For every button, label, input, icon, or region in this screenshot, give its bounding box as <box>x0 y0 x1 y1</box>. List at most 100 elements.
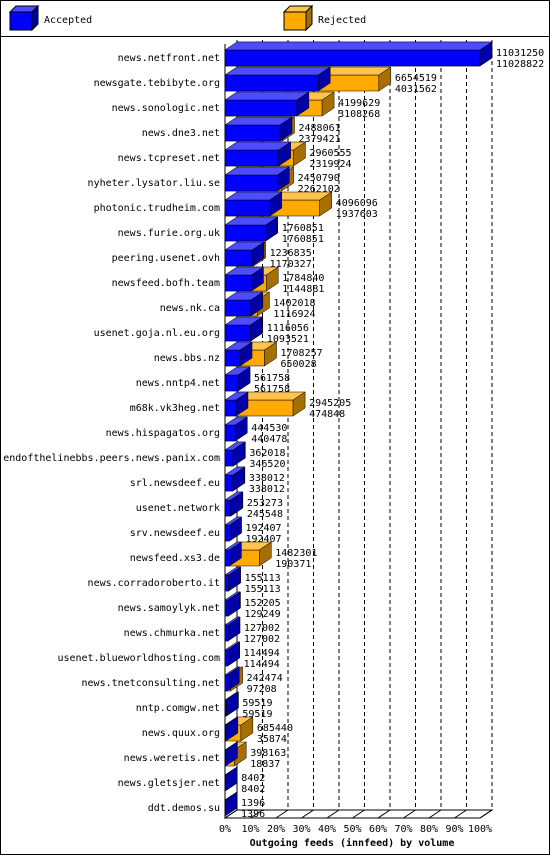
tick-mark <box>454 809 467 819</box>
y-tick-label: nntp.comgw.net <box>136 703 220 714</box>
bar <box>224 599 229 617</box>
tick-mark <box>301 809 314 819</box>
legend-swatch <box>283 11 307 31</box>
bar <box>224 524 230 542</box>
y-tick-label: usenet.blueworldhosting.com <box>57 653 220 664</box>
value-label: 2319924 <box>309 159 351 170</box>
value-label: 1170327 <box>270 259 312 270</box>
value-label: 561758 <box>254 373 290 384</box>
bar-side <box>235 391 249 417</box>
y-tick-label: news.nntp4.net <box>136 378 220 389</box>
bar <box>224 99 298 117</box>
value-label: 11031250 <box>496 48 544 59</box>
tick-mark <box>250 809 263 819</box>
value-label: 1402018 <box>273 298 315 309</box>
bar-top <box>224 41 493 51</box>
tick-mark <box>377 809 391 819</box>
bar <box>224 424 236 442</box>
y-tick-label: news.samoylyk.net <box>118 603 220 614</box>
bar <box>224 124 281 142</box>
bar-side <box>292 391 306 417</box>
value-label: 650028 <box>280 359 316 370</box>
value-label: 398163 <box>250 748 286 759</box>
value-label: 253273 <box>247 498 283 509</box>
bar-side <box>229 516 242 542</box>
bar <box>224 449 234 467</box>
bar-side <box>277 166 290 192</box>
bar-side <box>240 716 254 742</box>
y-tick-label: news.bbs.nz <box>154 353 220 364</box>
value-label: 155113 <box>245 573 281 584</box>
y-tick-label: news.quux.org <box>142 728 220 739</box>
value-label: 2960555 <box>309 148 351 159</box>
bar <box>224 649 228 667</box>
bar <box>224 474 234 492</box>
y-tick-label: ddt.demos.su <box>148 803 220 814</box>
value-label: 1116056 <box>267 323 309 334</box>
y-tick-label: news.chmurka.net <box>124 628 220 639</box>
value-label: 2450790 <box>298 173 340 184</box>
value-label: 8402 <box>241 784 265 795</box>
bar-top <box>224 91 310 101</box>
value-label: 2379421 <box>299 134 341 145</box>
chart-title: Outgoing feeds (innfeed) by volume <box>250 837 455 849</box>
bar-side <box>228 566 241 592</box>
bar-side <box>224 791 238 817</box>
bar-side <box>227 616 241 642</box>
y-tick-label: srl.newsdeef.eu <box>130 478 220 489</box>
value-label: 190371 <box>275 559 311 570</box>
value-label: 8402 <box>241 773 265 784</box>
bar-side <box>265 216 278 242</box>
y-tick-label: news.corradoroberto.it <box>88 578 220 589</box>
value-label: 59519 <box>242 698 272 709</box>
value-label: 685440 <box>257 723 293 734</box>
bar-side <box>227 641 240 667</box>
x-tick-label: 20% <box>267 824 285 835</box>
bar-side <box>250 291 264 317</box>
value-label: 4199629 <box>338 98 380 109</box>
legend-label: Accepted <box>44 15 92 26</box>
value-label: 1760851 <box>282 234 324 245</box>
bar-top <box>224 66 332 76</box>
bar <box>224 149 279 167</box>
value-label: 346520 <box>249 459 285 470</box>
y-tick-label: news.weretis.net <box>124 753 220 764</box>
value-label: 1482301 <box>275 548 317 559</box>
x-tick-label: 40% <box>318 824 336 835</box>
bar <box>224 574 229 592</box>
bar-side <box>232 466 246 492</box>
y-tick-label: news.nk.ca <box>160 303 220 314</box>
y-tick-label: usenet.goja.nl.eu.org <box>94 328 220 339</box>
value-label: 18837 <box>250 759 280 770</box>
y-tick-label: usenet.network <box>136 503 220 514</box>
value-label: 242474 <box>247 673 283 684</box>
value-label: 1396 <box>241 798 265 809</box>
value-label: 1116924 <box>273 309 315 320</box>
legend-swatch <box>9 11 33 31</box>
bar <box>224 349 241 367</box>
y-tick-label: news.tcpreset.net <box>118 153 220 164</box>
value-label: 2488061 <box>299 123 341 134</box>
y-tick-label: news.gletsjer.net <box>118 778 220 789</box>
value-label: 152205 <box>245 598 281 609</box>
bar-side <box>319 191 332 217</box>
bar-side <box>226 666 240 692</box>
bar-side <box>251 266 264 292</box>
tick-mark <box>479 809 493 819</box>
value-label: 362018 <box>249 448 285 459</box>
y-tick-label: m68k.vk3heg.net <box>130 403 220 414</box>
bar-side <box>479 41 493 67</box>
value-label: 1093521 <box>267 334 309 345</box>
tick-mark <box>326 809 340 819</box>
x-tick-label: 30% <box>292 824 310 835</box>
value-label: 1937603 <box>336 209 378 220</box>
bar <box>224 499 231 517</box>
bar-side <box>251 241 265 267</box>
tick-mark <box>224 809 238 819</box>
bar <box>224 49 481 67</box>
legend-swatch-side <box>31 4 39 32</box>
value-label: 444530 <box>251 423 287 434</box>
value-label: 338012 <box>249 484 285 495</box>
bar-side <box>269 191 283 217</box>
value-label: 1396 <box>241 809 265 820</box>
